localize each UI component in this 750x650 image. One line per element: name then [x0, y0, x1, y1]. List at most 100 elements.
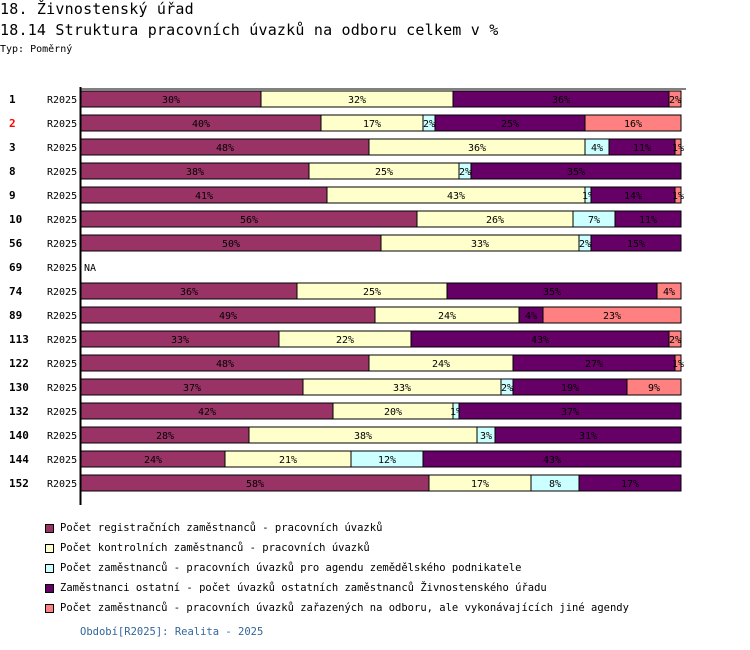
category-period-label: R2025 — [47, 455, 77, 466]
category-id-label: 1 — [9, 93, 16, 106]
legend-swatch — [45, 523, 54, 533]
bar-value-label: 19% — [561, 383, 579, 394]
bar-value-label: 33% — [471, 239, 489, 250]
bar-value-label: 30% — [162, 95, 180, 106]
legend-label: Počet zaměstnanců - pracovních úvazků pr… — [60, 562, 522, 574]
bar-value-label: 1% — [672, 191, 684, 202]
legend-item: Počet zaměstnanců - pracovních úvazků za… — [45, 598, 629, 618]
bar-value-label: 1% — [582, 191, 594, 202]
bar-segment — [542, 306, 682, 324]
bar-value-label: 27% — [585, 359, 603, 370]
legend-swatch — [45, 583, 54, 593]
category-id-label: 56 — [9, 237, 23, 250]
category-id-label: 144 — [9, 453, 29, 466]
bar-value-label: 49% — [219, 311, 237, 322]
category-period-label: R2025 — [47, 479, 77, 490]
bar-segment — [656, 282, 682, 300]
legend-item: Počet registračních zaměstnanců - pracov… — [45, 518, 629, 538]
bar-value-label: 36% — [180, 287, 198, 298]
bar-value-label: 58% — [246, 479, 264, 490]
category-period-label: R2025 — [47, 359, 77, 370]
category-period-label: R2025 — [47, 239, 77, 250]
category-period-label: R2025 — [47, 263, 77, 274]
category-period-label: R2025 — [47, 167, 77, 178]
period-note: Období[R2025]: Realita - 2025 — [80, 626, 264, 638]
bar-value-label: 26% — [486, 215, 504, 226]
bar-value-label: 31% — [579, 431, 597, 442]
bar-value-label: 56% — [240, 215, 258, 226]
category-id-label: 2 — [9, 117, 16, 130]
category-id-label: 113 — [9, 333, 29, 346]
chart-title: 18.14 Struktura pracovních úvazků na odb… — [0, 21, 499, 39]
bar-segment — [668, 90, 682, 108]
category-period-label: R2025 — [47, 95, 77, 106]
bar-value-label: 9% — [648, 383, 660, 394]
legend-label: Počet kontrolních zaměstnanců - pracovní… — [60, 542, 370, 554]
legend-label: Počet zaměstnanců - pracovních úvazků za… — [60, 602, 629, 614]
bar-value-label: 21% — [279, 455, 297, 466]
bar-value-label: 2% — [669, 335, 681, 346]
bar-value-label: 4% — [525, 311, 537, 322]
bar-value-label: 38% — [354, 431, 372, 442]
bar-value-label: 8% — [549, 479, 561, 490]
bar-value-label: 43% — [447, 191, 465, 202]
bar-value-label: 23% — [603, 311, 621, 322]
bar-value-label: 12% — [378, 455, 396, 466]
legend-item: Zaměstnanci ostatní - počet úvazků ostat… — [45, 578, 629, 598]
category-period-label: R2025 — [47, 383, 77, 394]
section-title: 18. Živnostenský úřad — [0, 0, 194, 18]
bar-value-label: 43% — [543, 455, 561, 466]
legend: Počet registračních zaměstnanců - pracov… — [45, 518, 629, 618]
legend-swatch — [45, 543, 54, 553]
bar-value-label: 1% — [672, 143, 684, 154]
category-id-label: 10 — [9, 213, 22, 226]
na-label: NA — [84, 263, 96, 274]
bar-value-label: 2% — [501, 383, 513, 394]
category-id-label: 130 — [9, 381, 29, 394]
bar-value-label: 35% — [543, 287, 561, 298]
bar-value-label: 1% — [450, 407, 462, 418]
category-period-label: R2025 — [47, 431, 77, 442]
bar-value-label: 48% — [216, 359, 234, 370]
bar-value-label: 42% — [198, 407, 216, 418]
bar-value-label: 28% — [156, 431, 174, 442]
bar-segment — [674, 354, 682, 372]
bar-value-label: 2% — [579, 239, 591, 250]
category-period-label: R2025 — [47, 215, 77, 226]
category-id-label: 69 — [9, 261, 22, 274]
bar-value-label: 38% — [186, 167, 204, 178]
bar-value-label: 11% — [639, 215, 657, 226]
category-id-label: 152 — [9, 477, 29, 490]
bar-segment — [578, 474, 682, 492]
bar-value-label: 41% — [195, 191, 213, 202]
bar-value-label: 24% — [438, 311, 456, 322]
category-id-label: 3 — [9, 141, 16, 154]
category-id-label: 9 — [9, 189, 16, 202]
bar-segment — [614, 210, 682, 228]
bar-value-label: 2% — [459, 167, 471, 178]
stacked-bar-chart: 1 R2025 30% 32% 36% 2% 2 R2025 40% 17% 2% 25% 16% 3 R2… — [9, 87, 686, 505]
category-id-label: 122 — [9, 357, 29, 370]
bar-segment — [422, 450, 682, 468]
category-period-label: R2025 — [47, 335, 77, 346]
bar-value-label: 11% — [633, 143, 651, 154]
bar-value-label: 17% — [471, 479, 489, 490]
category-period-label: R2025 — [47, 311, 77, 322]
legend-label: Počet registračních zaměstnanců - pracov… — [60, 522, 383, 534]
bar-value-label: 37% — [561, 407, 579, 418]
chart-type-label: Typ: Poměrný — [0, 44, 73, 55]
bar-value-label: 16% — [624, 119, 642, 130]
bar-value-label: 37% — [183, 383, 201, 394]
legend-swatch — [45, 563, 54, 573]
legend-item: Počet kontrolních zaměstnanců - pracovní… — [45, 538, 629, 558]
category-period-label: R2025 — [47, 191, 77, 202]
bar-segment — [590, 234, 682, 252]
bar-segment — [626, 378, 682, 396]
category-period-label: R2025 — [47, 143, 77, 154]
bar-value-label: 2% — [423, 119, 435, 130]
bar-segment — [674, 138, 682, 156]
bar-value-label: 32% — [348, 95, 366, 106]
bar-value-label: 35% — [567, 167, 585, 178]
bar-value-label: 33% — [171, 335, 189, 346]
bar-value-label: 4% — [591, 143, 603, 154]
